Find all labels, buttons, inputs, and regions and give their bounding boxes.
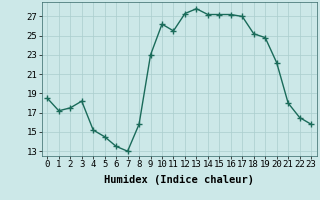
X-axis label: Humidex (Indice chaleur): Humidex (Indice chaleur) bbox=[104, 175, 254, 185]
